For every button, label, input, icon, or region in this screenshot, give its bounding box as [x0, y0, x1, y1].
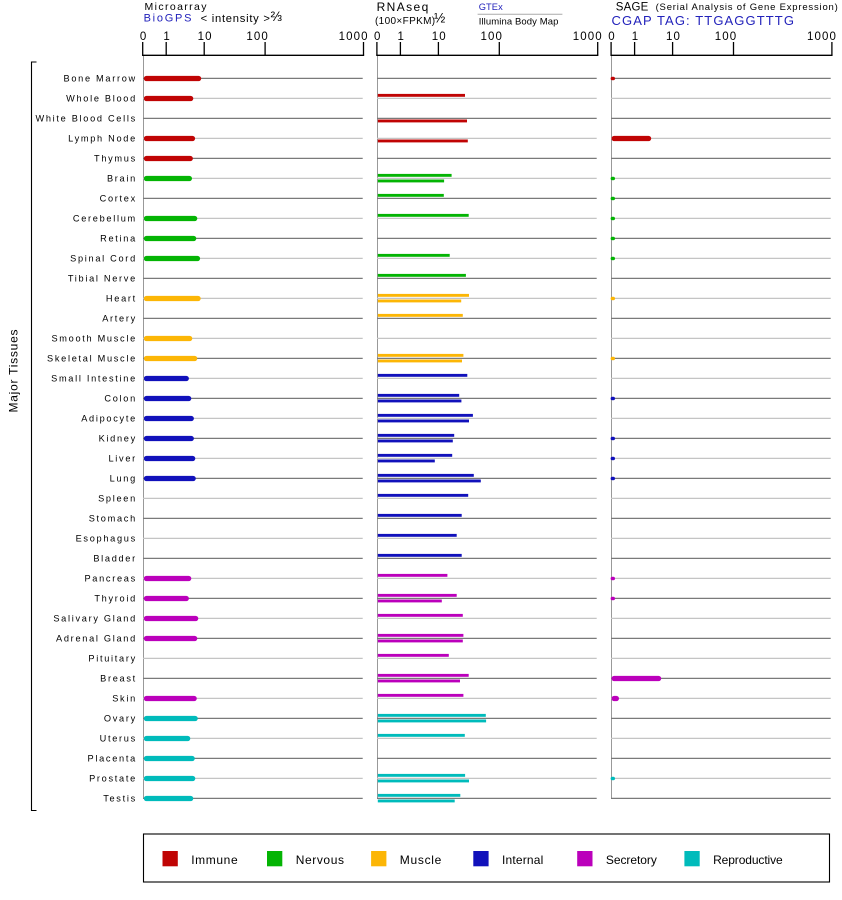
svg-text:Muscle: Muscle — [400, 853, 442, 867]
svg-text:Heart: Heart — [106, 294, 137, 304]
svg-text:Cortex: Cortex — [100, 194, 137, 204]
svg-text:100: 100 — [246, 31, 269, 43]
svg-text:Thyroid: Thyroid — [94, 594, 137, 604]
svg-text:Colon: Colon — [104, 394, 137, 404]
svg-text:Salivary Gland: Salivary Gland — [53, 614, 137, 624]
svg-text:Artery: Artery — [102, 314, 137, 324]
svg-text:Pituitary: Pituitary — [88, 654, 137, 664]
svg-text:Reproductive: Reproductive — [713, 853, 783, 867]
svg-text:10: 10 — [198, 31, 213, 43]
svg-text:Liver: Liver — [108, 454, 136, 464]
svg-text:1: 1 — [398, 31, 406, 43]
svg-text:Spleen: Spleen — [98, 494, 137, 504]
svg-text:0: 0 — [608, 31, 616, 43]
svg-text:Immune: Immune — [191, 853, 238, 867]
svg-text:Lung: Lung — [110, 474, 137, 484]
svg-text:Adipocyte: Adipocyte — [81, 414, 137, 424]
svg-text:Skin: Skin — [112, 694, 137, 704]
svg-text:10: 10 — [432, 31, 447, 43]
svg-text:1000: 1000 — [807, 31, 837, 43]
svg-text:Illumina Body Map: Illumina Body Map — [479, 17, 559, 28]
svg-text:0: 0 — [140, 31, 148, 43]
svg-text:10: 10 — [666, 31, 681, 43]
svg-text:SAGE: SAGE — [616, 1, 649, 13]
svg-text:1: 1 — [163, 31, 171, 43]
svg-text:Bone Marrow: Bone Marrow — [64, 74, 137, 84]
svg-text:BioGPS: BioGPS — [144, 13, 194, 25]
svg-text:Lymph Node: Lymph Node — [68, 134, 137, 144]
svg-text:Whole Blood: Whole Blood — [66, 94, 137, 104]
svg-text:Brain: Brain — [107, 174, 137, 184]
svg-text:Microarray: Microarray — [145, 1, 208, 13]
svg-text:Internal: Internal — [502, 853, 543, 867]
svg-text:(Serial Analysis of Gene Expre: (Serial Analysis of Gene Expression) — [656, 2, 839, 13]
svg-text:Esophagus: Esophagus — [76, 534, 137, 544]
svg-text:Kidney: Kidney — [99, 434, 137, 444]
svg-text:RNAseq: RNAseq — [377, 0, 430, 14]
svg-text:1000: 1000 — [573, 31, 603, 43]
svg-text:Skeletal Muscle: Skeletal Muscle — [47, 354, 137, 364]
svg-text:Cerebellum: Cerebellum — [73, 214, 137, 224]
svg-text:Placenta: Placenta — [88, 754, 137, 764]
svg-text:Nervous: Nervous — [296, 853, 345, 867]
svg-text:⅔: ⅔ — [271, 9, 282, 24]
svg-text:< intensity >: < intensity > — [201, 13, 271, 25]
svg-text:0: 0 — [374, 31, 382, 43]
svg-text:100: 100 — [481, 31, 504, 43]
svg-text:(100×FPKM): (100×FPKM) — [375, 16, 435, 27]
svg-text:Bladder: Bladder — [93, 554, 137, 564]
svg-text:CGAP TAG: TTGAGGTTTG: CGAP TAG: TTGAGGTTTG — [612, 13, 796, 28]
svg-text:Stomach: Stomach — [89, 514, 137, 524]
svg-text:Breast: Breast — [100, 674, 137, 684]
svg-text:½: ½ — [434, 11, 445, 26]
svg-text:Pancreas: Pancreas — [84, 574, 136, 584]
svg-text:Prostate: Prostate — [89, 774, 137, 784]
svg-text:Testis: Testis — [103, 794, 137, 804]
svg-text:100: 100 — [715, 31, 738, 43]
svg-text:Tibial Nerve: Tibial Nerve — [68, 274, 137, 284]
svg-text:1000: 1000 — [339, 31, 369, 43]
svg-text:Spinal Cord: Spinal Cord — [70, 254, 137, 264]
svg-text:1: 1 — [632, 31, 640, 43]
svg-text:Uterus: Uterus — [100, 734, 137, 744]
svg-text:Retina: Retina — [100, 234, 137, 244]
svg-text:GTEx: GTEx — [479, 2, 503, 12]
svg-text:Smooth Muscle: Smooth Muscle — [51, 334, 136, 344]
svg-text:Thymus: Thymus — [94, 154, 137, 164]
svg-text:Major Tissues: Major Tissues — [7, 329, 21, 413]
svg-text:White Blood Cells: White Blood Cells — [35, 114, 136, 124]
svg-text:Adrenal Gland: Adrenal Gland — [56, 634, 137, 644]
svg-text:Ovary: Ovary — [104, 714, 137, 724]
svg-text:Small Intestine: Small Intestine — [51, 374, 137, 384]
svg-text:Secretory: Secretory — [606, 853, 657, 867]
